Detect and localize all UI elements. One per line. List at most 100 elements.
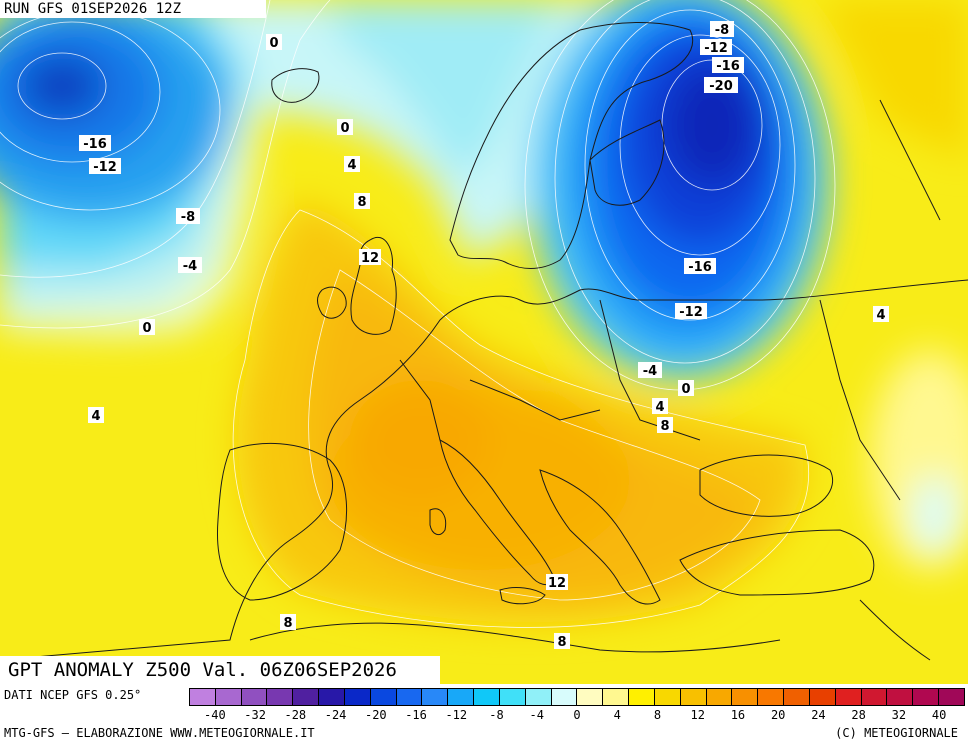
- color-swatch: [525, 689, 552, 705]
- coastlines: [0, 22, 968, 661]
- svg-text:0: 0: [269, 36, 278, 51]
- color-swatch: [396, 689, 423, 705]
- svg-text:4: 4: [347, 158, 356, 173]
- color-swatch: [887, 689, 914, 705]
- color-swatch: [370, 689, 397, 705]
- map-panel: 0 0 4 8 12 -16 -12 -8 -4 0 4 -8 -12 -16 …: [0, 0, 968, 684]
- svg-text:-8: -8: [715, 23, 729, 38]
- color-swatch: [758, 689, 785, 705]
- color-swatch: [809, 689, 836, 705]
- color-swatch: [319, 689, 345, 705]
- svg-text:12: 12: [548, 576, 566, 591]
- svg-text:-4: -4: [643, 364, 657, 379]
- color-swatch: [654, 689, 681, 705]
- contour-label: 4: [873, 306, 889, 323]
- contour-label: 8: [354, 193, 370, 210]
- scale-tick-label: -24: [324, 708, 347, 722]
- scale-tick-label: -4: [529, 708, 544, 722]
- contour-label: -16: [79, 135, 111, 152]
- anomaly-field: [0, 0, 968, 623]
- contour-label: -4: [178, 257, 202, 274]
- scale-tick-label: -40: [204, 708, 226, 722]
- color-swatch: [448, 689, 475, 705]
- scale-tick-label: 12: [690, 708, 705, 722]
- scale-tick-label: -20: [364, 708, 387, 722]
- color-swatch: [241, 689, 268, 705]
- svg-text:4: 4: [655, 400, 664, 415]
- contour-label: -20: [704, 77, 738, 94]
- color-swatch: [474, 689, 500, 705]
- svg-text:-20: -20: [709, 79, 733, 94]
- scale-tick-label: 20: [770, 708, 786, 722]
- scale-tick-label: -16: [405, 708, 427, 722]
- color-swatch: [706, 689, 733, 705]
- svg-text:0: 0: [681, 382, 690, 397]
- color-swatch: [422, 689, 449, 705]
- scale-tick-label: -32: [244, 708, 266, 722]
- contour-label: -12: [675, 303, 707, 320]
- svg-text:0: 0: [340, 121, 349, 136]
- contour-label: 0: [337, 119, 353, 136]
- contour-label: -8: [710, 21, 734, 38]
- svg-text:12: 12: [361, 251, 379, 266]
- contour-label: 4: [652, 398, 668, 415]
- scale-tick-label: -8: [489, 708, 504, 722]
- contour-label: 0: [678, 380, 694, 397]
- color-swatch: [267, 689, 294, 705]
- contour-labels: 0 0 4 8 12 -16 -12 -8 -4 0 4 -8 -12 -16 …: [79, 21, 889, 650]
- color-swatch: [344, 689, 371, 705]
- scale-tick-label: 8: [653, 708, 662, 722]
- color-swatch: [913, 689, 940, 705]
- svg-text:8: 8: [357, 195, 366, 210]
- svg-text:0: 0: [142, 321, 151, 336]
- scale-tick-label: 0: [573, 708, 581, 722]
- contour-label: -12: [89, 158, 121, 175]
- color-swatch: [293, 689, 320, 705]
- scale-tick-label: 32: [891, 708, 907, 722]
- svg-text:8: 8: [557, 635, 566, 650]
- run-label: RUN GFS 01SEP2026 12Z: [0, 0, 266, 18]
- svg-text:-8: -8: [181, 210, 195, 225]
- contour-label: 8: [280, 614, 296, 631]
- svg-text:4: 4: [876, 308, 885, 323]
- scale-tick-label: -28: [284, 708, 307, 722]
- scale-tick-label: 16: [730, 708, 746, 722]
- color-swatch: [784, 689, 810, 705]
- scale-tick-label: 28: [851, 708, 866, 722]
- scale-tick-label: 24: [811, 708, 826, 722]
- svg-text:-16: -16: [688, 260, 712, 275]
- color-swatch: [680, 689, 707, 705]
- contour-label: 12: [359, 249, 381, 266]
- credit-elaboration: MTG-GFS – ELABORAZIONE WWW.METEOGIORNALE…: [4, 726, 315, 740]
- contour-label: 4: [344, 156, 360, 173]
- contour-label: 0: [266, 34, 282, 51]
- contour-label: 8: [657, 417, 673, 434]
- svg-text:-16: -16: [83, 137, 107, 152]
- svg-text:-12: -12: [679, 305, 703, 320]
- color-swatch: [551, 689, 578, 705]
- contour-label: 4: [88, 407, 104, 424]
- svg-text:-16: -16: [716, 59, 740, 74]
- color-swatch: [499, 689, 526, 705]
- credit-copyright: (C) METEOGIORNALE: [835, 726, 958, 740]
- footer: DATI NCEP GFS 0.25° -40 -32 -28 -24 -20 -16 -1…: [0, 684, 968, 745]
- contour-label: -8: [176, 208, 200, 225]
- color-swatch: [732, 689, 759, 705]
- geopotential-anomaly-map: 0 0 4 8 12 -16 -12 -8 -4 0 4 -8 -12 -16 …: [0, 0, 968, 684]
- color-swatch: [190, 689, 216, 705]
- contour-label: 0: [139, 319, 155, 336]
- color-swatch: [861, 689, 888, 705]
- scale-tick-label: -12: [445, 708, 468, 722]
- contour-label: -16: [712, 57, 744, 74]
- color-scale-ticks: -40 -32 -28 -24 -20 -16 -12 -8 -4 0 4 8 12 16 20 24 28 32…: [189, 708, 965, 724]
- color-swatch: [603, 689, 630, 705]
- color-swatch: [629, 689, 655, 705]
- contour-label: -16: [684, 258, 716, 275]
- svg-text:4: 4: [91, 409, 100, 424]
- contour-label: -4: [638, 362, 662, 379]
- svg-text:8: 8: [283, 616, 292, 631]
- svg-text:8: 8: [660, 419, 669, 434]
- svg-text:-12: -12: [704, 41, 728, 56]
- color-swatch: [835, 689, 862, 705]
- data-source-label: DATI NCEP GFS 0.25°: [4, 688, 142, 702]
